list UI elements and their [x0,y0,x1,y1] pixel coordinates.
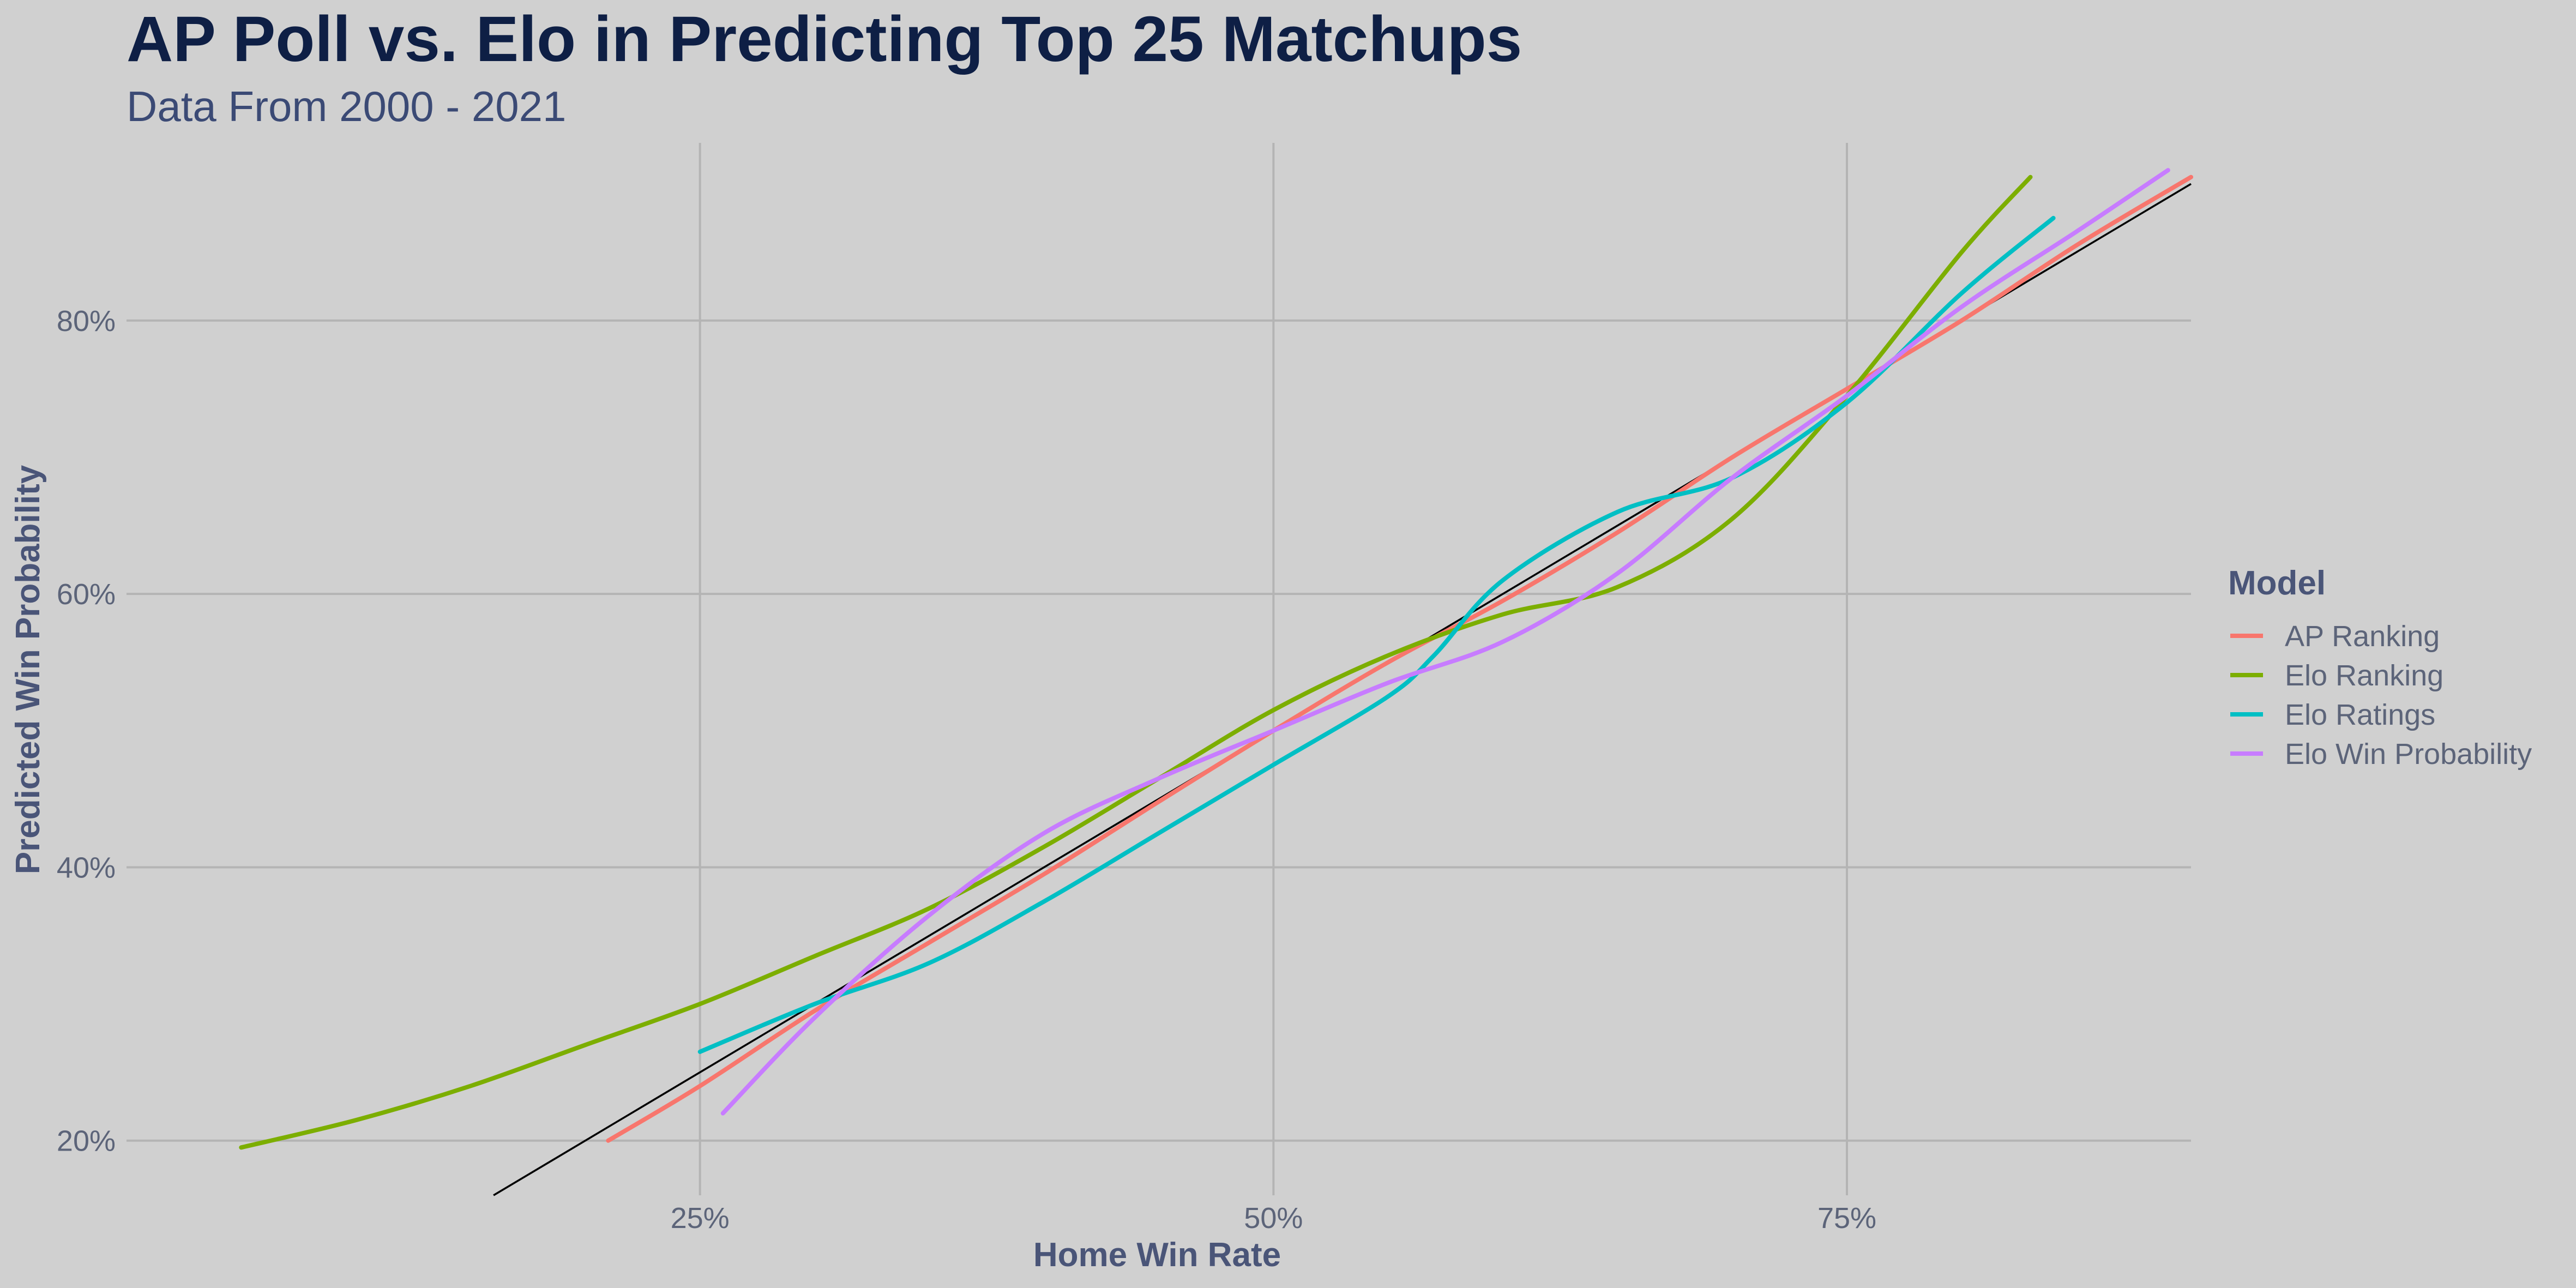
x-axis-ticks: 25% 50% 75% [671,1202,1876,1235]
legend-items: AP Ranking Elo Ranking Elo Ratings Elo Win … [2230,620,2532,771]
legend: Model AP Ranking Elo Ranking Elo Ratings El… [2228,564,2532,771]
series-line-elo-ratings [697,215,2056,1054]
x-tick-label: 25% [671,1202,730,1235]
x-axis-title: Home Win Rate [1033,1236,1281,1274]
legend-label-elo-ranking: Elo Ranking [2285,659,2443,692]
y-axis-ticks: 20% 40% 60% 80% [57,305,116,1158]
series-line-elo-ranking [239,174,2033,1150]
y-tick-label: 60% [57,578,116,611]
x-tick-label: 50% [1244,1202,1303,1235]
legend-label-ap-ranking: AP Ranking [2285,620,2440,653]
chart-title: AP Poll vs. Elo in Predicting Top 25 Mat… [127,3,1522,75]
series-layer [239,168,2193,1150]
y-tick-label: 40% [57,851,116,884]
x-tick-label: 75% [1817,1202,1876,1235]
legend-label-elo-ratings: Elo Ratings [2285,699,2435,731]
legend-label-elo-win-probability: Elo Win Probability [2285,738,2532,771]
grid-layer [127,143,2191,1195]
y-tick-label: 80% [57,305,116,338]
series-line-ap-ranking [606,174,2193,1143]
series-line-elo-win-probability [720,168,2170,1116]
y-tick-label: 20% [57,1125,116,1158]
chart-subtitle: Data From 2000 - 2021 [127,82,566,130]
y-axis-title: Predicted Win Probability [9,465,47,874]
legend-title: Model [2228,564,2326,602]
